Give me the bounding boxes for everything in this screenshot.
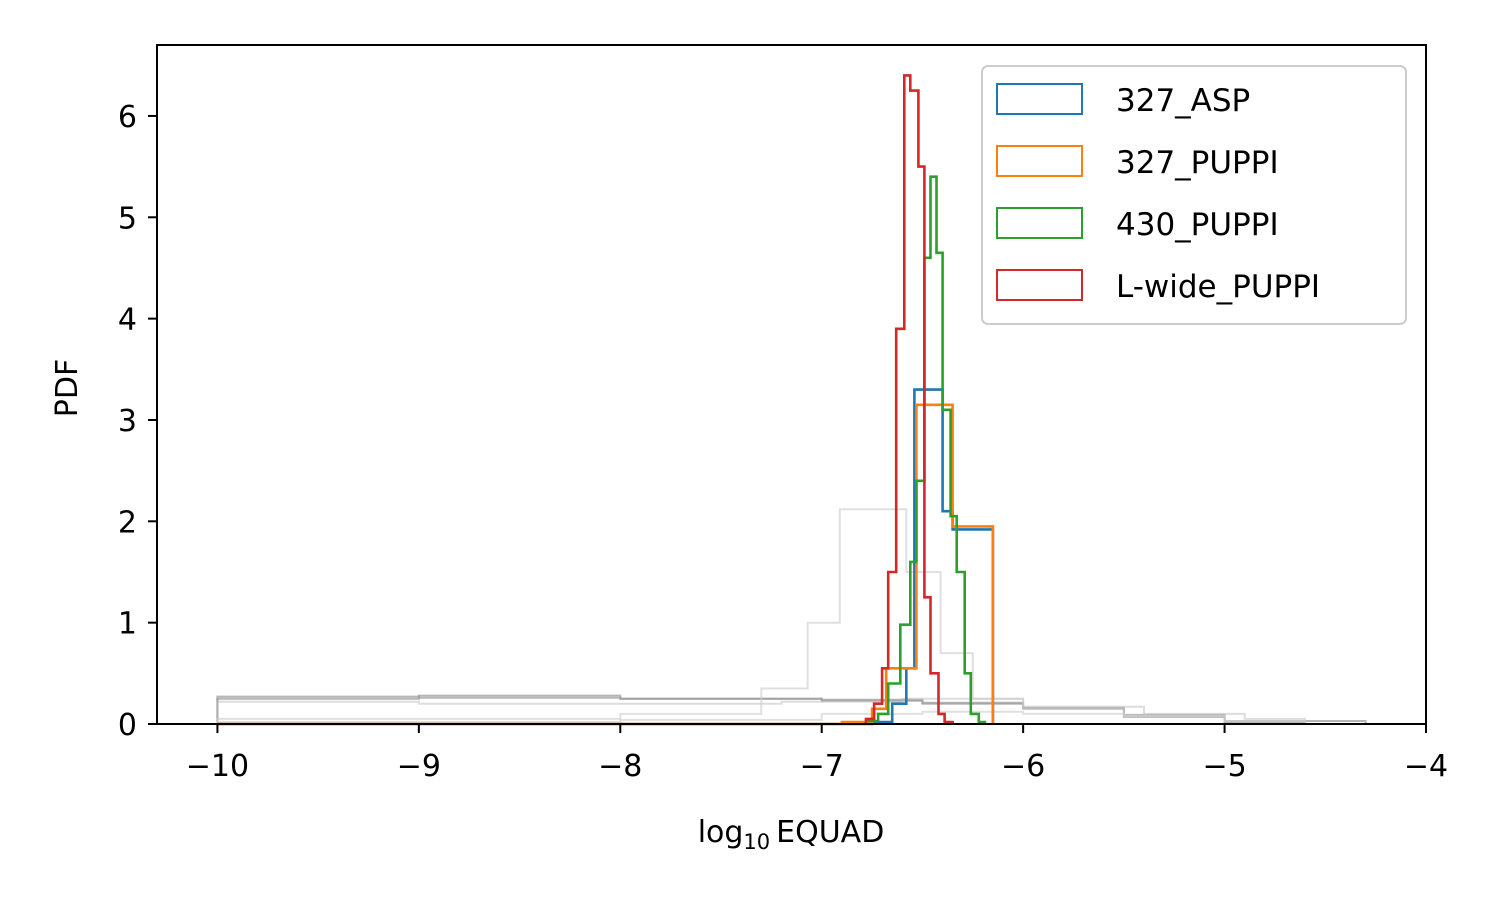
- y-tick-label: 2: [118, 505, 137, 540]
- x-axis-label-suffix: EQUAD: [776, 815, 884, 850]
- x-tick-label: −8: [598, 749, 642, 784]
- x-axis: −10 −9 −8 −7 −6 −5 −4: [186, 724, 1448, 784]
- legend-swatch-327-puppi: [996, 145, 1083, 177]
- y-tick-label: 1: [118, 607, 137, 642]
- legend-label-327-asp: 327_ASP: [1116, 83, 1250, 119]
- legend-label-327-puppi: 327_PUPPI: [1116, 145, 1279, 181]
- y-tick-label: 0: [118, 708, 137, 743]
- y-tick-label: 4: [118, 303, 137, 338]
- legend: 327_ASP 327_PUPPI 430_PUPPI L-wide_PUPPI: [981, 65, 1407, 325]
- plot-series-group: [216, 74, 1367, 726]
- plot-frame: [156, 44, 1427, 725]
- x-tick-label: −9: [397, 749, 441, 784]
- y-tick-label: 3: [118, 404, 137, 439]
- legend-swatch-430-puppi: [996, 207, 1083, 239]
- x-axis-label-subscript: 10: [743, 830, 770, 854]
- x-axis-label: log10 EQUAD: [698, 815, 885, 854]
- histogram-l-wide-puppi: [864, 74, 954, 724]
- legend-label-430-puppi: 430_PUPPI: [1116, 207, 1279, 243]
- y-axis-label: PDF: [50, 359, 85, 417]
- y-axis: 0 1 2 3 4 5 6: [118, 100, 157, 743]
- legend-swatch-l-wide-puppi: [996, 269, 1083, 301]
- legend-frame: [981, 65, 1407, 325]
- background-histogram-5: [216, 710, 1307, 724]
- legend-label-l-wide-puppi: L-wide_PUPPI: [1116, 269, 1320, 305]
- histogram-430-puppi: [864, 175, 987, 724]
- histogram-327-puppi: [217, 403, 995, 726]
- legend-swatch-327-asp: [996, 83, 1083, 115]
- y-tick-label: 5: [118, 201, 137, 236]
- x-tick-label: −5: [1202, 749, 1246, 784]
- x-tick-label: −4: [1404, 749, 1448, 784]
- background-histogram-3: [216, 697, 1307, 724]
- x-tick-label: −6: [1001, 749, 1045, 784]
- x-axis-label-log: log: [698, 815, 744, 850]
- x-tick-label: −7: [800, 749, 844, 784]
- x-tick-label: −10: [186, 749, 249, 784]
- y-tick-label: 6: [118, 100, 137, 135]
